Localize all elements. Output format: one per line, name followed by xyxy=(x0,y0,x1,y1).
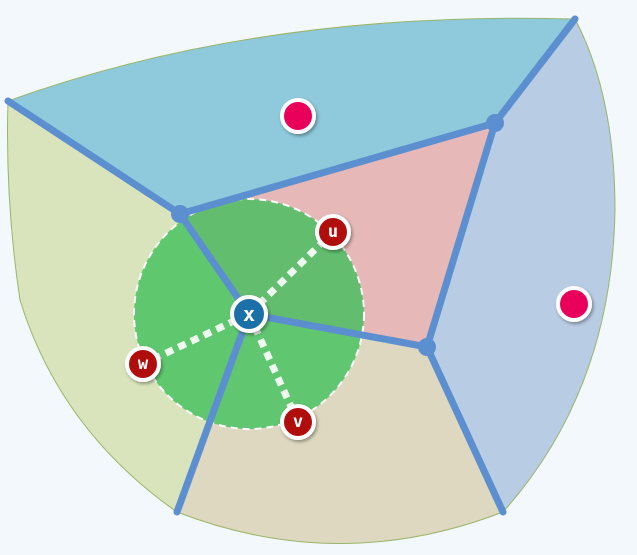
point-w-marker xyxy=(125,346,161,382)
connector-w xyxy=(141,310,251,368)
edge xyxy=(423,119,499,351)
point-v: v xyxy=(280,404,316,440)
point-x: x xyxy=(230,295,268,333)
point-u: u xyxy=(315,214,351,250)
connectors xyxy=(141,229,336,424)
vertex xyxy=(171,205,189,223)
point-x-marker xyxy=(230,295,268,333)
point-u-marker xyxy=(315,214,351,250)
edge xyxy=(176,119,499,218)
point-x-label: x xyxy=(243,302,255,326)
vertices xyxy=(171,114,504,356)
point-v-marker xyxy=(280,404,316,440)
connector-v xyxy=(245,312,302,424)
edge xyxy=(4,97,184,218)
edge xyxy=(173,310,253,516)
point-u-label: u xyxy=(328,222,338,242)
vertex xyxy=(418,338,436,356)
site-marker-right xyxy=(556,286,592,322)
site-markers xyxy=(280,98,592,322)
point-w-label: w xyxy=(138,354,149,374)
point-w: w xyxy=(125,346,161,382)
region-right xyxy=(427,19,615,512)
outer-outline xyxy=(7,17,616,544)
edge xyxy=(491,15,579,127)
edge xyxy=(245,310,431,351)
boundary-edges xyxy=(4,15,579,516)
point-v-label: v xyxy=(293,412,303,432)
edge xyxy=(423,343,507,516)
edge xyxy=(176,210,253,318)
site-marker-top xyxy=(280,98,316,134)
connector-u xyxy=(246,229,336,317)
vertex xyxy=(486,114,504,132)
